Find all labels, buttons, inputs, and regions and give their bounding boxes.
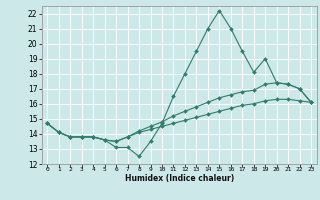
X-axis label: Humidex (Indice chaleur): Humidex (Indice chaleur) — [124, 174, 234, 183]
